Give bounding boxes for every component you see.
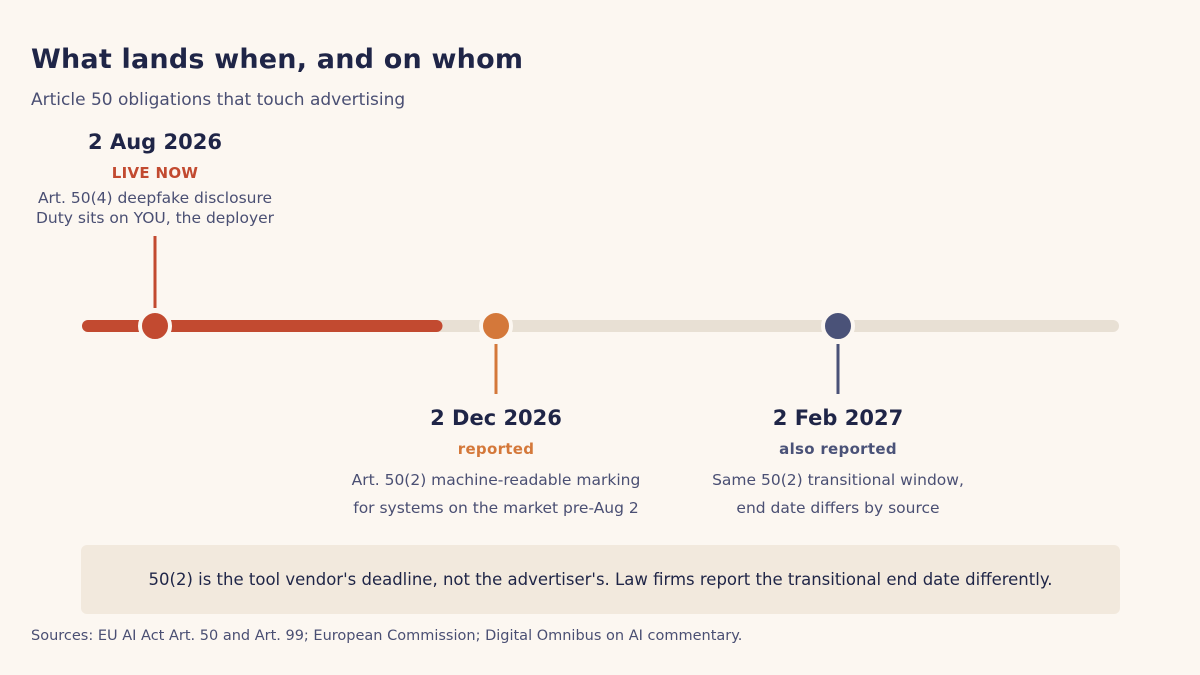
page-subtitle: Article 50 obligations that touch advert…: [31, 90, 406, 110]
milestone-description-line: Duty sits on YOU, the deployer: [35, 209, 275, 227]
milestone-status-badge: LIVE NOW: [111, 164, 199, 182]
milestone-description-line: Same 50(2) transitional window,: [712, 471, 964, 489]
milestone-status-badge: reported: [457, 440, 535, 458]
sources-footnote: Sources: EU AI Act Art. 50 and Art. 99; …: [31, 628, 743, 644]
milestone-status-badge: also reported: [779, 440, 897, 458]
milestone-description: Art. 50(2) machine-readable marking for …: [326, 466, 666, 522]
milestone-description-line: end date differs by source: [736, 499, 940, 517]
milestone-date: 2 Aug 2026: [88, 130, 222, 154]
milestone-marker[interactable]: [479, 309, 513, 343]
milestone-description-line: Art. 50(2) machine-readable marking: [351, 471, 641, 489]
milestone-dec-2026: 2 Dec 2026 reported Art. 50(2) machine-r…: [326, 406, 666, 522]
milestone-aug-2026: 2 Aug 2026 LIVE NOW Art. 50(4) deepfake …: [0, 130, 325, 228]
callout-note: 50(2) is the tool vendor's deadline, not…: [81, 545, 1120, 614]
milestone-feb-2027: 2 Feb 2027 also reported Same 50(2) tran…: [668, 406, 1008, 522]
milestone-marker[interactable]: [138, 309, 172, 343]
milestone-description: Same 50(2) transitional window, end date…: [668, 466, 1008, 522]
milestone-description: Art. 50(4) deepfake disclosure Duty sits…: [0, 188, 325, 228]
milestone-date: 2 Feb 2027: [772, 406, 904, 430]
milestone-description-line: for systems on the market pre-Aug 2: [353, 499, 639, 517]
milestone-description-line: Art. 50(4) deepfake disclosure: [37, 189, 273, 207]
milestone-date: 2 Dec 2026: [430, 406, 562, 430]
page-title: What lands when, and on whom: [31, 44, 524, 75]
milestone-marker[interactable]: [821, 309, 855, 343]
